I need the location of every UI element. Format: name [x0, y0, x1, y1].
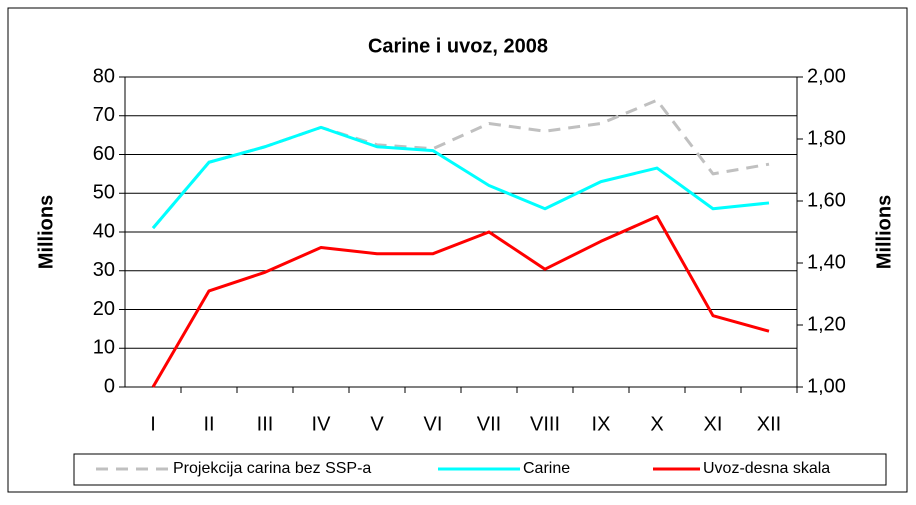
- y2-tick-label: 1,00: [807, 375, 846, 397]
- y2-tick-label: 1,80: [807, 127, 846, 149]
- x-tick-label: III: [257, 413, 274, 435]
- series-line: [151, 98, 770, 230]
- series-line: [151, 125, 770, 230]
- y-tick-label: 0: [104, 375, 115, 397]
- y-tick-label: 10: [93, 337, 115, 359]
- chart-title: Carine i uvoz, 2008: [368, 35, 548, 57]
- y-tick-label: 20: [93, 298, 115, 320]
- x-tick-label: X: [650, 413, 663, 435]
- y-tick-label: 60: [93, 143, 115, 165]
- y2-tick-label: 1,60: [807, 189, 846, 211]
- x-tick-label: II: [203, 413, 214, 435]
- y2-tick-label: 1,40: [807, 251, 846, 273]
- x-tick-label: XII: [757, 413, 781, 435]
- x-tick-label: IX: [592, 413, 611, 435]
- x-tick-label: XI: [704, 413, 723, 435]
- legend-label: Projekcija carina bez SSP-a: [173, 460, 371, 477]
- x-tick-label: V: [370, 413, 384, 435]
- y2-tick-label: 2,00: [807, 65, 846, 87]
- x-tick-label: VIII: [530, 413, 560, 435]
- x-tick-label: VI: [424, 413, 443, 435]
- y-tick-label: 30: [93, 259, 115, 281]
- x-tick-label: VII: [477, 413, 501, 435]
- y-tick-label: 50: [93, 182, 115, 204]
- x-tick-label: IV: [312, 413, 332, 435]
- y2-axis-label: Millions: [873, 195, 895, 269]
- y-tick-label: 40: [93, 220, 115, 242]
- series-line: [151, 215, 770, 388]
- legend-label: Carine: [523, 460, 570, 477]
- y-axis-label: Millions: [35, 195, 57, 269]
- chart-border: [7, 7, 908, 493]
- legend-label: Uvoz-desna skala: [703, 460, 830, 477]
- y2-tick-label: 1,20: [807, 313, 846, 335]
- x-tick-label: I: [150, 413, 156, 435]
- y-tick-label: 80: [93, 65, 115, 87]
- y-tick-label: 70: [93, 104, 115, 126]
